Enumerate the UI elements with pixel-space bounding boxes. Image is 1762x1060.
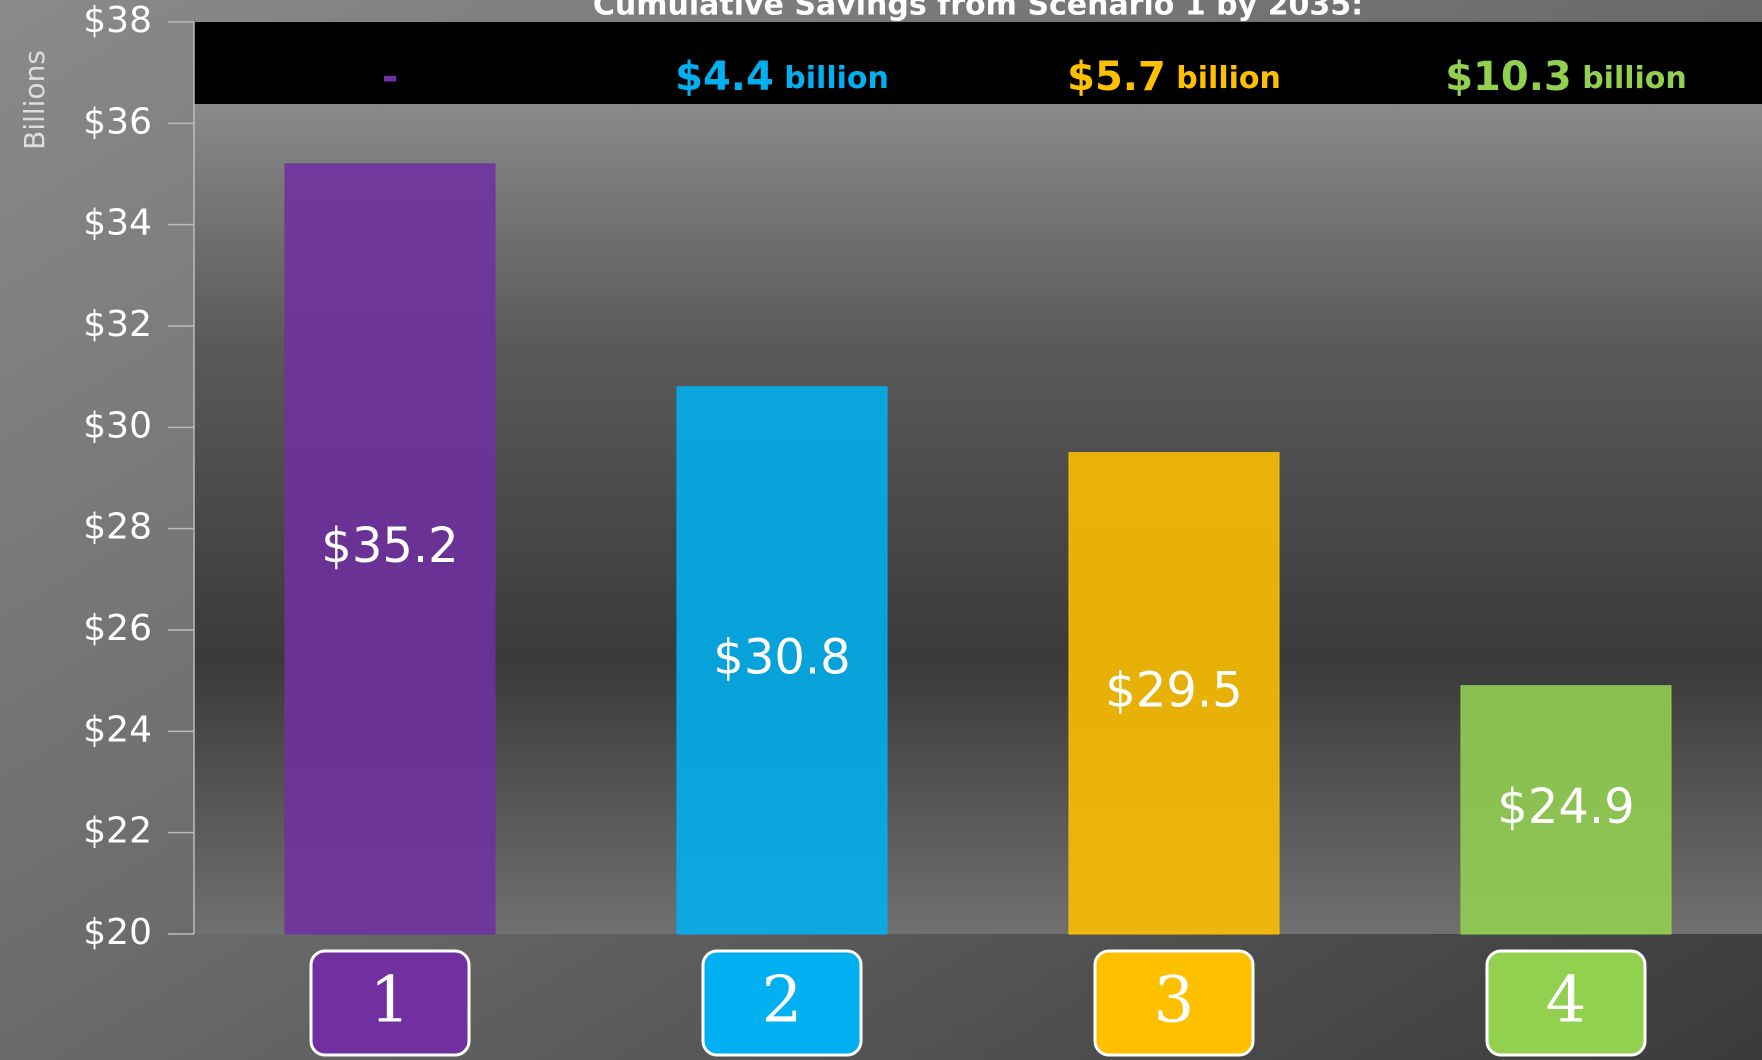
y-axis-label: Billions xyxy=(18,50,51,150)
y-tick-label: $30 xyxy=(83,405,152,446)
y-tick-label: $38 xyxy=(83,0,152,41)
savings-amount: $4.4 xyxy=(675,54,774,100)
savings-unit xyxy=(1166,61,1176,96)
bar xyxy=(1068,452,1280,935)
x-tick-label: 3 xyxy=(1154,964,1195,1038)
savings-band xyxy=(194,22,1762,104)
y-tick-label: $36 xyxy=(83,101,152,142)
y-tick-label: $24 xyxy=(83,709,152,750)
savings-amount: $5.7 xyxy=(1067,54,1166,100)
bar-value-label: $29.5 xyxy=(1105,662,1242,718)
savings-unit: billion xyxy=(1582,61,1687,96)
savings-unit: billion xyxy=(1176,61,1281,96)
y-tick-label: $28 xyxy=(83,507,152,548)
category-box xyxy=(309,949,471,1057)
savings-unit xyxy=(1572,61,1582,96)
x-tick-label: 4 xyxy=(1546,964,1587,1038)
savings-amount: $10.3 xyxy=(1445,54,1572,100)
bar-value-label: $30.8 xyxy=(713,629,850,685)
savings-unit xyxy=(774,61,784,96)
bar xyxy=(676,386,888,935)
y-tick-label: $32 xyxy=(83,304,152,345)
bar xyxy=(1460,685,1672,935)
category-box xyxy=(1485,949,1647,1057)
savings-label: - xyxy=(382,54,399,100)
savings-label: $10.3 billion xyxy=(1445,54,1687,100)
bar xyxy=(284,163,496,935)
y-tick-label: $34 xyxy=(83,203,152,244)
savings-unit: billion xyxy=(784,61,889,96)
x-tick-label: 2 xyxy=(762,964,803,1038)
bar-value-label: $24.9 xyxy=(1497,779,1634,835)
savings-label: $4.4 billion xyxy=(675,54,889,100)
y-tick-label: $20 xyxy=(83,912,152,953)
category-box xyxy=(1093,949,1255,1057)
bar-value-label: $35.2 xyxy=(321,518,458,574)
savings-amount: - xyxy=(382,54,399,100)
y-tick-label: $26 xyxy=(83,608,152,649)
savings-label: $5.7 billion xyxy=(1067,54,1281,100)
x-tick-label: 1 xyxy=(370,964,411,1038)
y-tick-label: $22 xyxy=(83,811,152,852)
chart-title: Cumulative Savings from Scenario 1 by 20… xyxy=(593,0,1363,23)
category-box xyxy=(701,949,863,1057)
